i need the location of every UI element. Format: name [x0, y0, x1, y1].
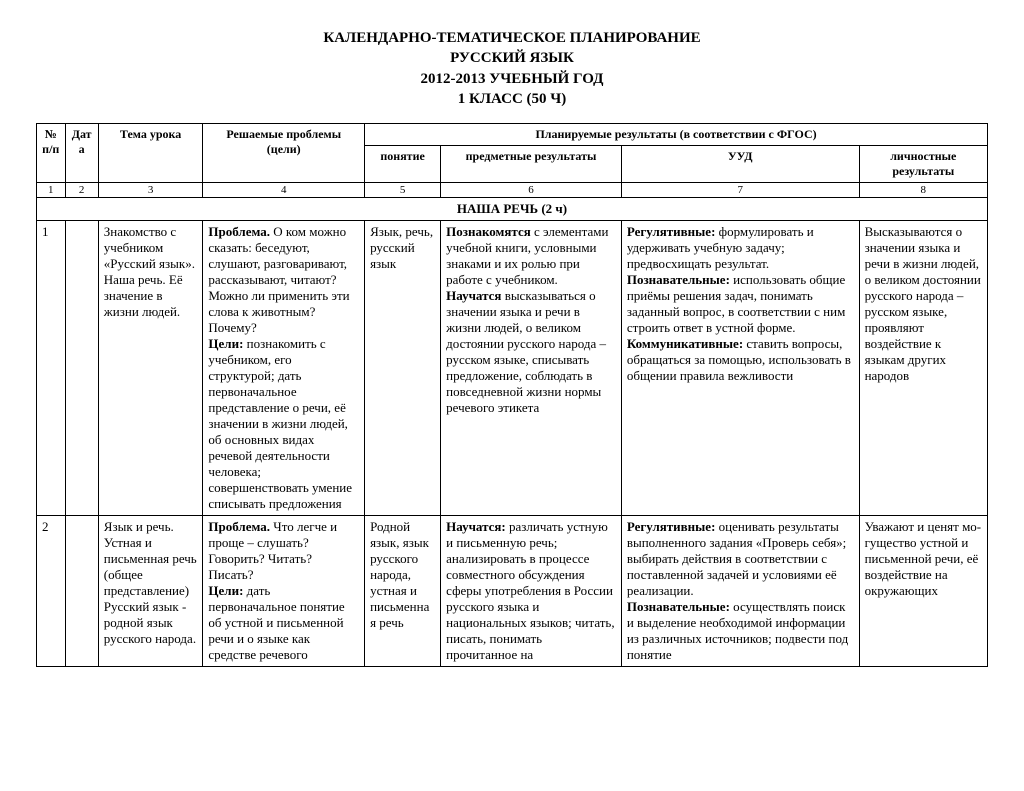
- title-line-2: РУССКИЙ ЯЗЫК: [36, 48, 988, 68]
- label-goals: Цели:: [208, 336, 243, 351]
- header-concept: понятие: [365, 146, 441, 183]
- label-reg: Регулятивные:: [627, 519, 716, 534]
- label-cog: Познавательные:: [627, 272, 730, 287]
- header-planned: Планируемые результаты (в соответствии с…: [365, 124, 988, 146]
- planning-table: № п/п Дата Тема урока Решаемые проблемы …: [36, 123, 988, 667]
- colnum-6: 6: [441, 183, 622, 198]
- row-concept: Родной язык, язык русского народа, устна…: [365, 516, 441, 667]
- table-row: 2 Язык и речь. Устная и письменная речь …: [37, 516, 988, 667]
- header-subject: предметные результаты: [441, 146, 622, 183]
- header-num: № п/п: [37, 124, 66, 183]
- title-line-4: 1 КЛАСС (50 Ч): [36, 89, 988, 109]
- header-problems: Решаемые проблемы (цели): [203, 124, 365, 183]
- label-learn: Научатся:: [446, 519, 506, 534]
- colnum-5: 5: [365, 183, 441, 198]
- row-uud: Регулятивные: формулировать и удерживать…: [621, 221, 859, 516]
- row-subject: Научатся: различать устную и письменную …: [441, 516, 622, 667]
- header-topic: Тема урока: [98, 124, 203, 183]
- colnum-8: 8: [859, 183, 987, 198]
- text-learn: различать устную и письменную речь; анал…: [446, 519, 614, 662]
- colnum-1: 1: [37, 183, 66, 198]
- label-meet: Познакомятся: [446, 224, 531, 239]
- label-goals: Цели:: [208, 583, 243, 598]
- table-row: 1 Знакомство с учебником «Русский язык».…: [37, 221, 988, 516]
- title-line-3: 2012-2013 УЧЕБНЫЙ ГОД: [36, 69, 988, 89]
- label-learn: Научатся: [446, 288, 501, 303]
- row-num: 2: [37, 516, 66, 667]
- colnum-7: 7: [621, 183, 859, 198]
- colnum-2: 2: [65, 183, 98, 198]
- section-title-1: НАША РЕЧЬ (2 ч): [37, 198, 988, 221]
- label-comm: Коммуникативные:: [627, 336, 743, 351]
- colnum-4: 4: [203, 183, 365, 198]
- row-problems: Проблема. О ком можно сказать: беседуют,…: [203, 221, 365, 516]
- row-problems: Проблема. Что легче и проще – слушать? Г…: [203, 516, 365, 667]
- row-date: [65, 516, 98, 667]
- row-topic: Язык и речь. Устная и письменная речь (о…: [98, 516, 203, 667]
- row-uud: Регулятивные: оценивать результаты выпол…: [621, 516, 859, 667]
- title-line-1: КАЛЕНДАРНО-ТЕМАТИЧЕСКОЕ ПЛАНИРОВАНИЕ: [36, 28, 988, 48]
- header-personal: личностные результаты: [859, 146, 987, 183]
- text-learn: высказываться о значении языка и речи в …: [446, 288, 606, 415]
- page-title: КАЛЕНДАРНО-ТЕМАТИЧЕСКОЕ ПЛАНИРОВАНИЕ РУС…: [36, 28, 988, 109]
- label-problem: Проблема.: [208, 224, 270, 239]
- row-personal: Высказываются о значении языка и речи в …: [859, 221, 987, 516]
- row-subject: Познакомятся с элементами учебной книги,…: [441, 221, 622, 516]
- colnum-3: 3: [98, 183, 203, 198]
- section-row-1: НАША РЕЧЬ (2 ч): [37, 198, 988, 221]
- text-problem: О ком можно сказать: беседуют, слушают, …: [208, 224, 349, 335]
- row-concept: Язык, речь, русский язык: [365, 221, 441, 516]
- label-reg: Регулятивные:: [627, 224, 716, 239]
- row-date: [65, 221, 98, 516]
- text-goals: познакомить с учебником, его структурой;…: [208, 336, 352, 511]
- row-num: 1: [37, 221, 66, 516]
- header-date: Дата: [65, 124, 98, 183]
- column-number-row: 1 2 3 4 5 6 7 8: [37, 183, 988, 198]
- label-cog: Познавательные:: [627, 599, 730, 614]
- row-topic: Знакомство с учебником «Русский язык». Н…: [98, 221, 203, 516]
- row-personal: Уважают и ценят мо-гущество устной и пис…: [859, 516, 987, 667]
- label-problem: Проблема.: [208, 519, 270, 534]
- header-uud: УУД: [621, 146, 859, 183]
